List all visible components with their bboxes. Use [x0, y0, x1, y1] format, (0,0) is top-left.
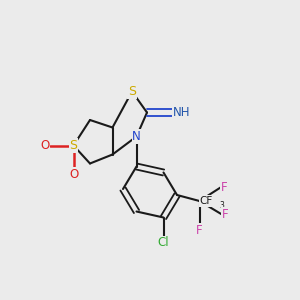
Text: Cl: Cl: [158, 236, 169, 250]
Text: S: S: [128, 85, 136, 98]
Text: O: O: [40, 139, 50, 152]
Text: NH: NH: [172, 106, 190, 119]
Text: S: S: [70, 139, 77, 152]
Text: F: F: [196, 224, 203, 236]
Text: N: N: [132, 130, 141, 143]
Text: F: F: [222, 208, 229, 221]
Text: 3: 3: [219, 201, 224, 210]
Text: O: O: [69, 168, 78, 181]
Text: F: F: [220, 181, 227, 194]
Text: CF: CF: [200, 196, 213, 206]
